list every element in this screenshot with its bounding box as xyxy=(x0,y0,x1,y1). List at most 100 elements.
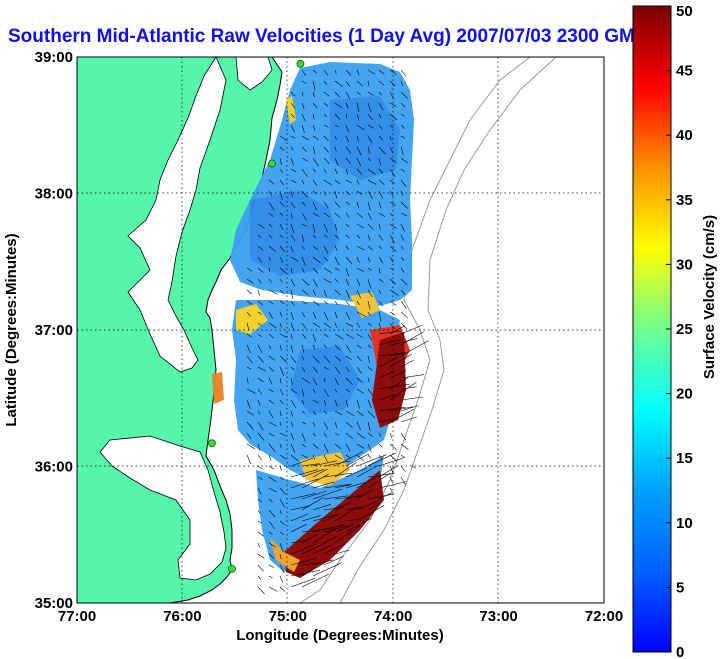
velocity-vector xyxy=(334,278,339,283)
velocity-vector xyxy=(301,534,318,544)
velocity-vector xyxy=(334,223,338,232)
velocity-vector xyxy=(301,497,324,511)
velocity-vector xyxy=(268,509,276,518)
velocity-vector xyxy=(400,91,409,99)
velocity-vector xyxy=(378,289,381,295)
velocity-vector xyxy=(356,146,362,156)
velocity-vector xyxy=(268,553,275,559)
velocity-vector xyxy=(389,338,418,346)
velocity-vector xyxy=(290,399,297,409)
map-frame xyxy=(76,56,605,604)
latitude-tick-label: 35:00 xyxy=(35,595,73,612)
velocity-vector xyxy=(268,399,275,405)
velocity-vector xyxy=(257,531,265,537)
velocity-vector xyxy=(345,506,363,511)
velocity-vector xyxy=(301,355,305,361)
velocity-vector xyxy=(312,562,342,577)
velocity-vector xyxy=(246,388,256,394)
velocity-vector xyxy=(257,476,263,480)
velocity-vector xyxy=(279,245,286,252)
velocity-vector xyxy=(323,102,329,107)
velocity-vector xyxy=(301,322,307,329)
velocity-vector xyxy=(356,289,361,299)
velocity-vector xyxy=(334,333,344,340)
velocity-vector xyxy=(268,179,275,185)
velocity-vector xyxy=(312,91,315,98)
velocity-vector xyxy=(246,443,256,450)
velocity-vector xyxy=(290,493,316,500)
velocity-vector xyxy=(290,540,305,544)
velocity-vector xyxy=(279,454,286,460)
velocity-vector xyxy=(367,267,372,271)
velocity-vector xyxy=(345,113,348,119)
velocity-vector xyxy=(257,289,260,296)
velocity-vector xyxy=(290,223,295,234)
velocity-vector xyxy=(268,586,278,592)
velocity-vector xyxy=(323,377,326,383)
velocity-vector xyxy=(312,468,328,478)
station-marker xyxy=(296,59,305,68)
velocity-vector xyxy=(279,190,283,201)
velocity-vector xyxy=(389,69,397,75)
velocity-vector xyxy=(378,267,381,274)
velocity-vector xyxy=(378,278,384,283)
velocity-vector xyxy=(334,388,338,393)
velocity-vector xyxy=(356,278,361,287)
velocity-vector xyxy=(400,234,404,241)
velocity-vector xyxy=(334,190,337,199)
velocity-vector xyxy=(312,102,318,109)
velocity-vector xyxy=(301,474,329,489)
velocity-vector xyxy=(312,300,320,307)
velocity-vectors xyxy=(246,69,429,595)
velocity-vector xyxy=(290,212,293,219)
velocity-vector xyxy=(367,344,372,349)
velocity-vector xyxy=(301,80,307,84)
velocity-vector xyxy=(356,399,360,409)
velocity-vector xyxy=(367,69,375,75)
velocity-vector xyxy=(345,278,350,286)
velocity-vector xyxy=(301,333,307,339)
velocity-vector xyxy=(246,399,251,409)
velocity-vector xyxy=(334,113,341,120)
velocity-vector xyxy=(378,245,382,250)
colorbar-tick-label: 10 xyxy=(676,515,693,532)
velocity-vector xyxy=(345,333,354,339)
velocity-vector xyxy=(301,223,307,227)
velocity-vector xyxy=(334,289,341,296)
velocity-vector xyxy=(345,212,350,218)
velocity-vector xyxy=(356,234,361,239)
velocity-vector xyxy=(378,146,386,155)
velocity-vector xyxy=(290,543,316,555)
velocity-vector xyxy=(356,333,363,338)
velocity-vector xyxy=(389,146,394,154)
velocity-vector xyxy=(268,465,275,470)
colorbar-tick-label: 20 xyxy=(676,386,693,403)
velocity-vector xyxy=(345,421,353,428)
velocity-vector xyxy=(323,333,329,338)
velocity-vector xyxy=(312,267,319,274)
velocity-vector xyxy=(400,300,407,309)
velocity-vector xyxy=(257,410,261,415)
colorbar-tick-label: 30 xyxy=(676,256,693,273)
velocity-vector xyxy=(312,454,315,460)
velocity-vector xyxy=(389,476,393,484)
velocity-vector xyxy=(345,322,354,327)
velocity-vector xyxy=(290,355,297,363)
velocity-vector xyxy=(312,135,319,140)
velocity-vector xyxy=(378,102,384,111)
velocity-vector xyxy=(356,102,360,112)
velocity-vector xyxy=(268,498,273,503)
velocity-vector xyxy=(268,289,278,295)
latitude-ticks: 35:00 36:00 37:00 38:00 39:00 xyxy=(35,49,73,612)
velocity-vector xyxy=(290,201,296,209)
velocity-vector xyxy=(400,80,404,86)
velocity-vector xyxy=(323,179,333,186)
velocity-vector xyxy=(246,421,254,430)
velocity-vector xyxy=(323,410,328,415)
velocity-vector xyxy=(356,201,359,209)
velocity-vector xyxy=(290,289,294,299)
colorbar-label: Surface Velocity (cm/s) xyxy=(701,215,718,379)
velocity-vector xyxy=(323,543,345,555)
velocity-vector xyxy=(378,69,385,75)
velocity-vector xyxy=(312,355,320,364)
